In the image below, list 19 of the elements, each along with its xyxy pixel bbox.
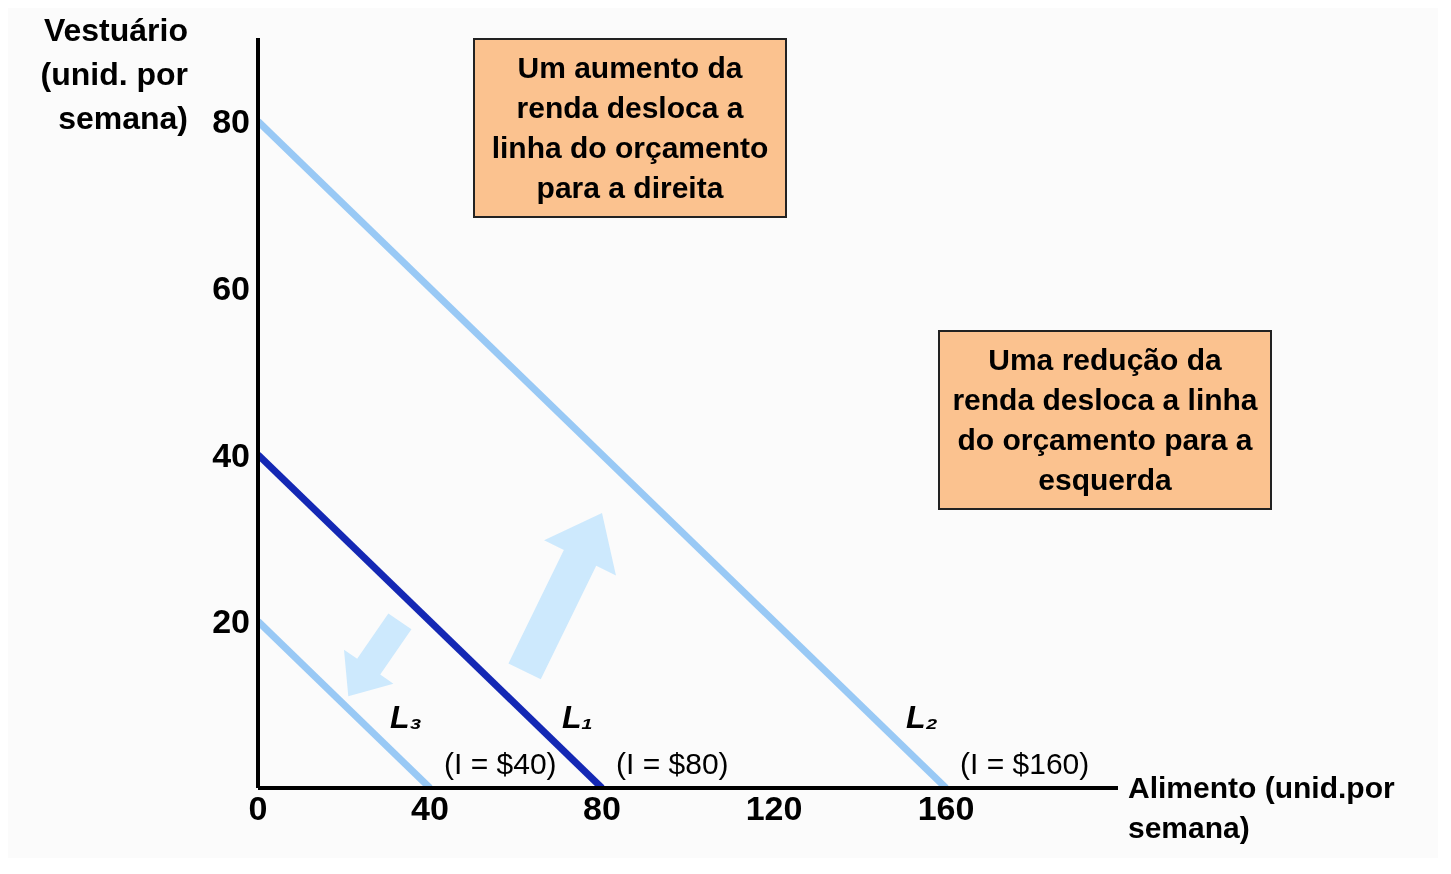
x-tick-label: 160 xyxy=(917,789,975,828)
series-label: L₂ xyxy=(906,699,938,735)
annotation: (I = $80) xyxy=(616,747,729,780)
annotation: Um aumento da renda desloca a linha do orçamento para a direita xyxy=(473,38,787,218)
series-label: L₃ xyxy=(390,699,422,735)
y-tick-label: 60 xyxy=(212,269,250,308)
x-tick-label: 80 xyxy=(583,789,621,828)
x-axis-title: Alimento (unid.por semana) xyxy=(1128,770,1396,846)
series-label: L₁ xyxy=(562,699,593,735)
annotation: (I = $160) xyxy=(960,747,1090,780)
x-tick-label: 40 xyxy=(411,789,449,828)
annotation: (I = $40) xyxy=(444,747,557,780)
y-tick-label: 40 xyxy=(212,435,250,474)
y-tick-label: 20 xyxy=(212,602,250,641)
annotation: Uma redução da renda desloca a linha do orçamento para a esquerda xyxy=(938,330,1272,510)
x-tick-label: 0 xyxy=(248,789,268,828)
y-axis-title: Vestuário (unid. por semana) xyxy=(39,11,188,138)
x-tick-label: 120 xyxy=(745,789,803,828)
y-tick-label: 80 xyxy=(212,102,250,141)
